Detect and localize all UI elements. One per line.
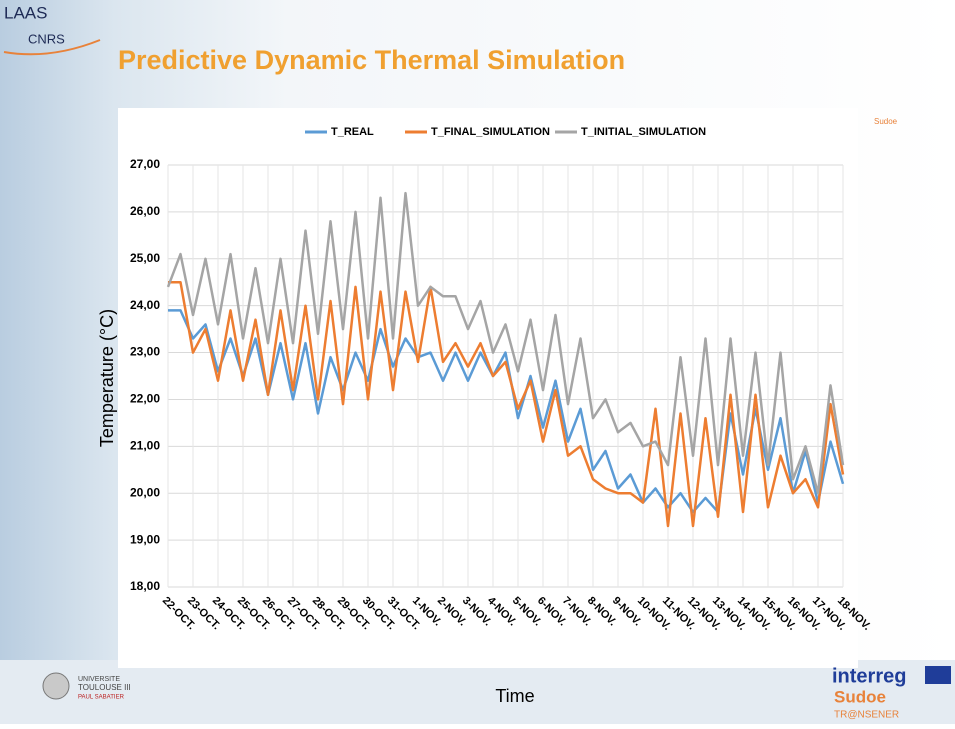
legend-label: T_REAL [331,126,374,138]
y-tick-label: 22,00 [130,392,160,406]
series-line [168,280,845,528]
legend-label: T_INITIAL_SIMULATION [581,126,706,138]
y-tick-label: 24,00 [130,298,160,312]
logo-transener: TR@NSENER [834,710,899,721]
logo-laas: LAAS [4,3,47,22]
y-tick-label: 19,00 [130,532,160,546]
footer-band [0,660,955,724]
university-name: PAUL SABATIER [78,695,125,701]
x-axis-label: Time [495,686,534,706]
chart-area [118,108,858,668]
logo-sudoe: Sudoe [834,687,886,706]
y-tick-label: 18,00 [130,579,160,593]
y-tick-label: 26,00 [130,204,160,218]
logo-sudoe-small: Sudoe [874,117,898,126]
y-tick-label: 25,00 [130,251,160,265]
y-tick-label: 20,00 [130,485,160,499]
y-axis-label: Temperature (°C) [97,309,117,447]
university-name: TOULOUSE III [78,683,131,692]
university-seal [42,672,70,700]
logo-interreg: interreg [832,665,906,687]
series-line [168,309,845,514]
legend-label: T_FINAL_SIMULATION [431,126,550,138]
series-line [166,191,845,495]
eu-flag [925,666,951,684]
y-tick-label: 21,00 [130,439,160,453]
y-tick-label: 23,00 [130,345,160,359]
y-tick-label: 27,00 [130,157,160,171]
logo-swoosh [3,39,101,56]
logo-cnrs: CNRS [28,31,65,46]
slide-title: Predictive Dynamic Thermal Simulation [118,45,625,75]
university-name: UNIVERSITE [78,676,120,683]
